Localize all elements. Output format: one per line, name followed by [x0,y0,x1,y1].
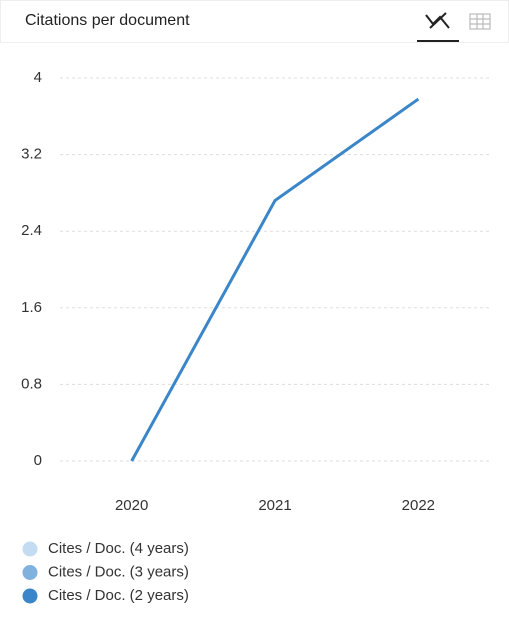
legend-label: Cites / Doc. (2 years) [48,587,189,604]
y-tick-label: 0 [34,452,42,469]
x-tick-label: 2022 [402,497,435,514]
chart-title: Citations per document [25,12,190,29]
legend-swatch [22,541,38,557]
series-line [130,97,420,462]
y-tick-label: 3.2 [21,146,42,163]
y-tick-label: 0.8 [21,375,42,392]
legend-label: Cites / Doc. (4 years) [48,540,189,557]
legend-swatch [22,588,38,604]
table-view-button[interactable] [469,13,491,30]
legend-label: Cites / Doc. (3 years) [48,563,189,580]
y-tick-label: 2.4 [21,222,42,239]
x-tick-label: 2020 [115,497,148,514]
chart-view-button[interactable] [417,12,459,42]
table-icon [469,13,491,30]
x-tick-label: 2021 [258,497,291,514]
y-tick-label: 1.6 [21,299,42,316]
line-icon [425,14,450,29]
legend-swatch [22,565,38,580]
line-icon-slash [429,12,447,29]
header [0,0,509,43]
y-tick-label: 4 [34,69,42,86]
